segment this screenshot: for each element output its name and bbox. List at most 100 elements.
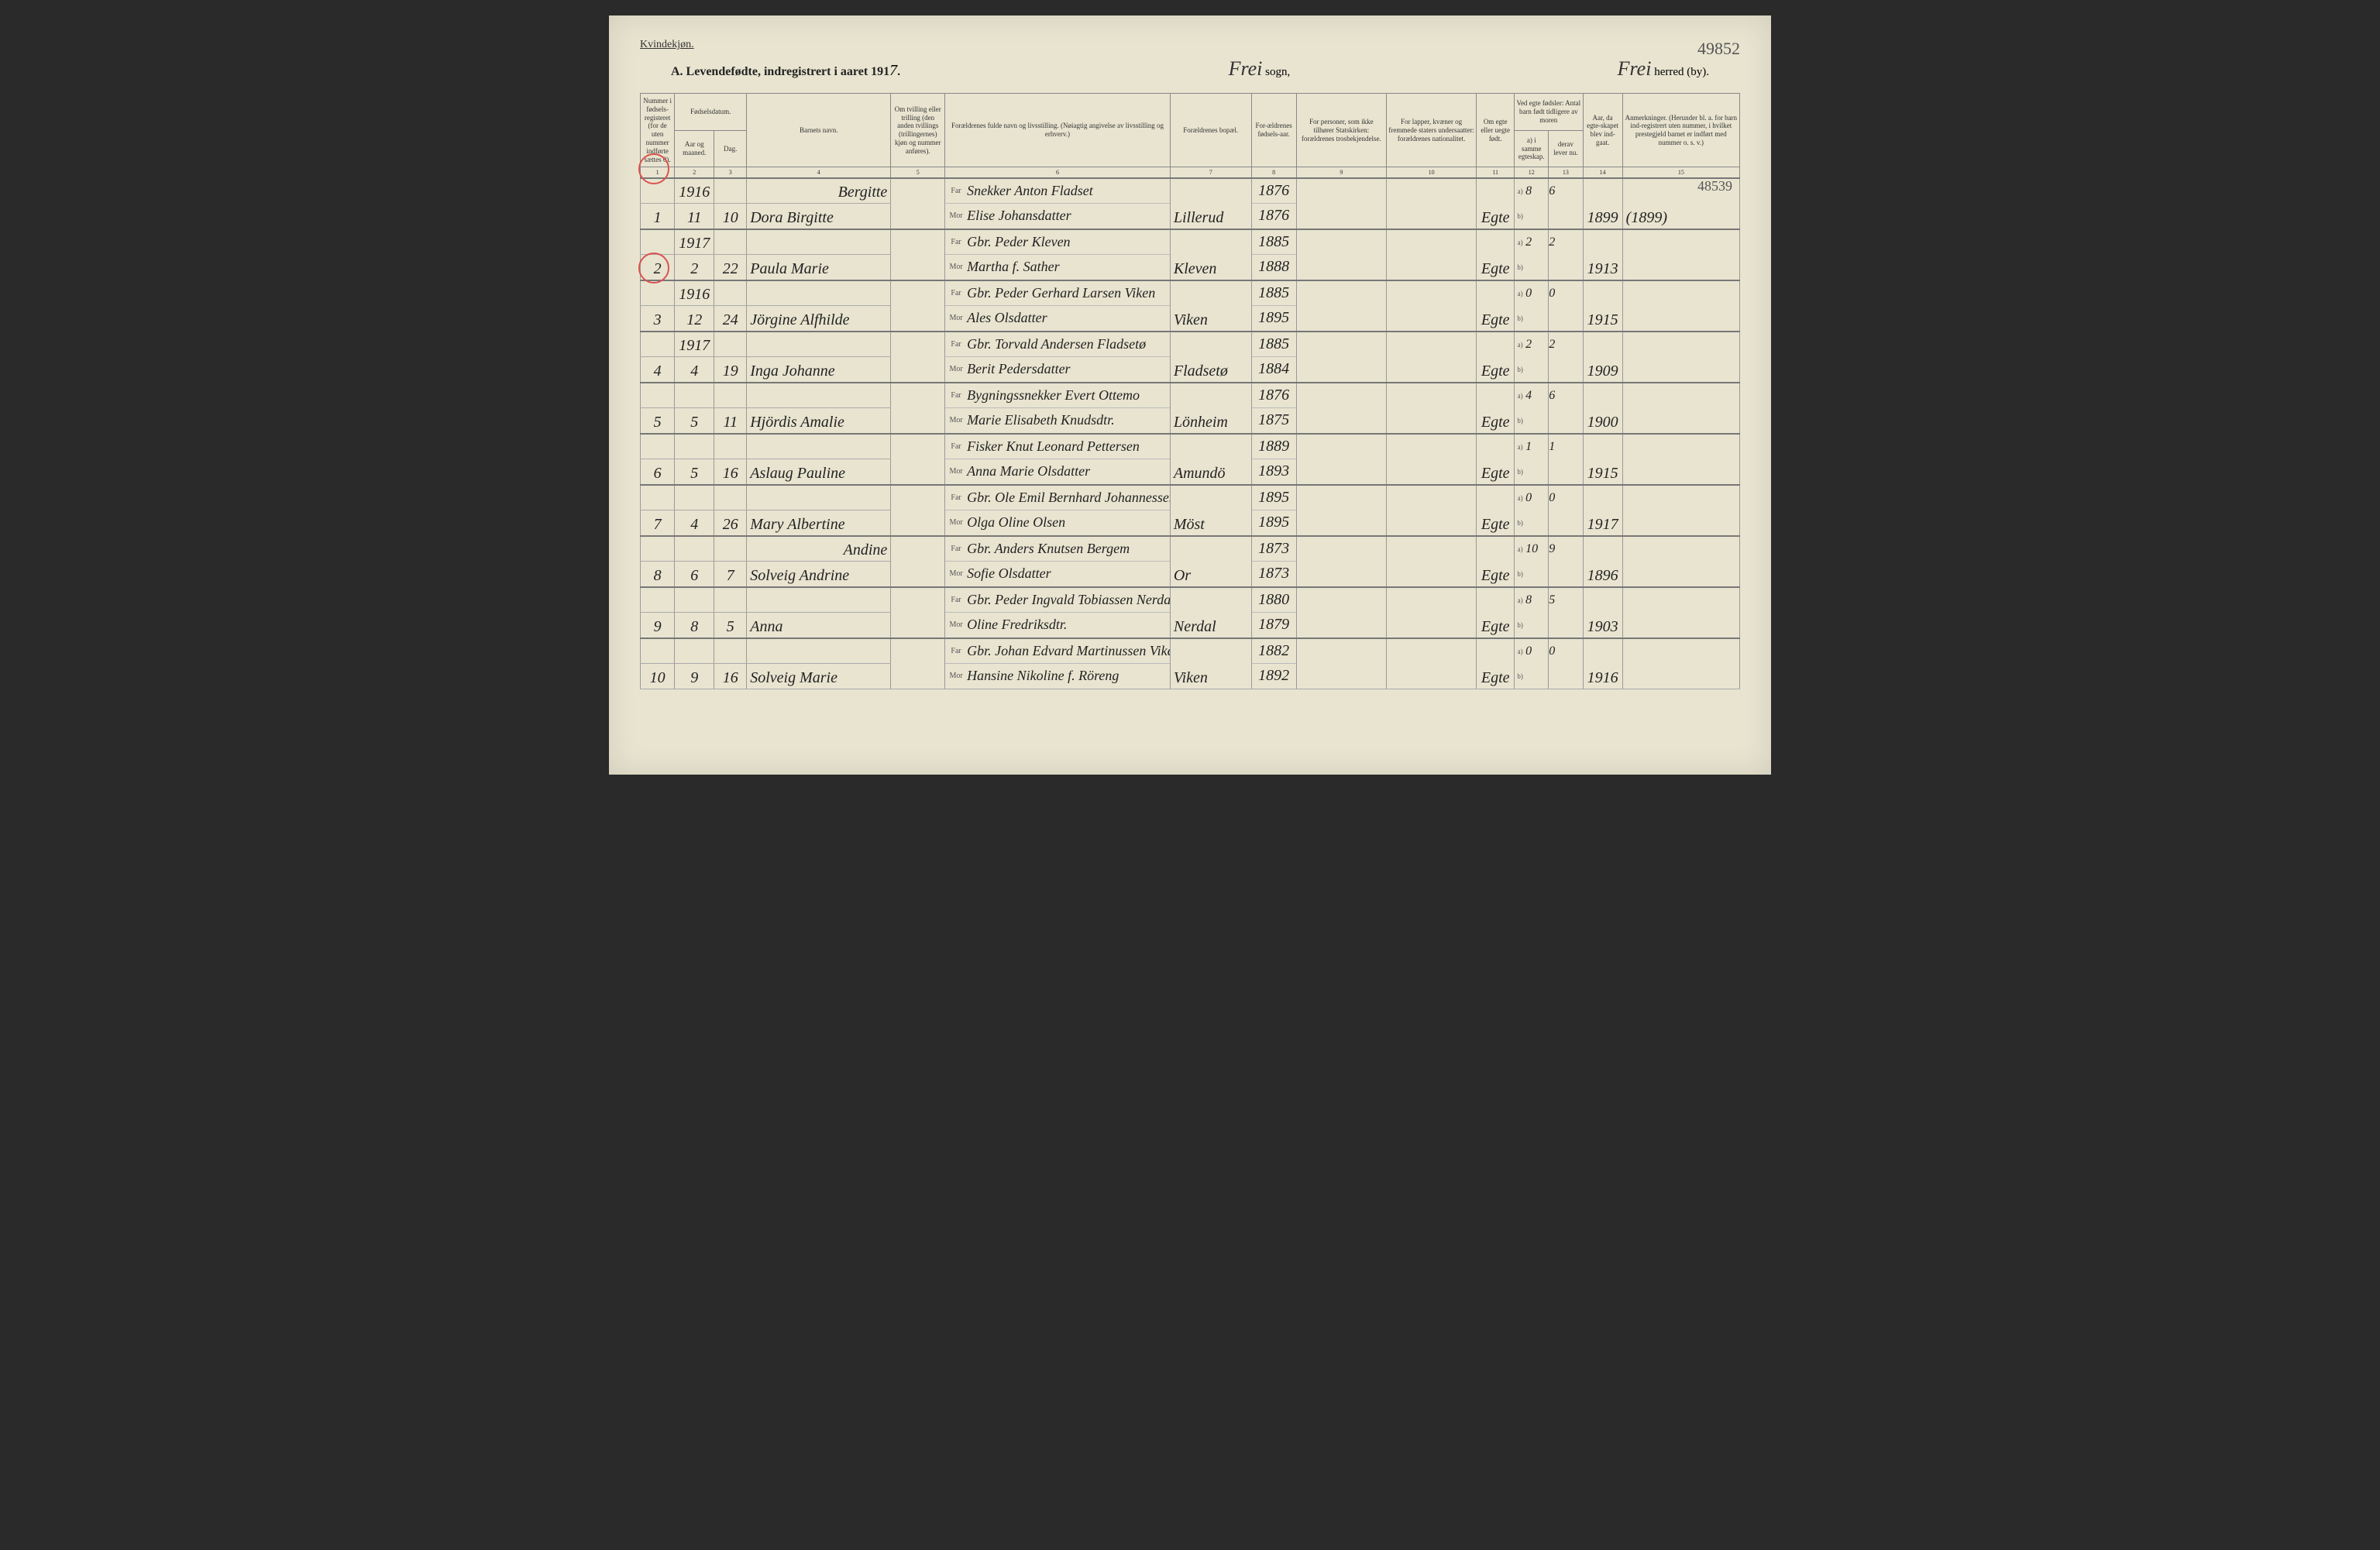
cell-married: 1909 (1583, 332, 1622, 383)
cell-twin (891, 485, 945, 536)
cell-remark (1622, 280, 1739, 332)
na: 0 (1525, 644, 1532, 658)
far-label: Far (945, 493, 967, 502)
cell-birth-years: 1885 1895 (1251, 280, 1296, 332)
nl: 5 (1549, 593, 1555, 607)
cell-twin (891, 229, 945, 280)
cell-twin (891, 587, 945, 638)
cell-day-blank (714, 383, 747, 408)
cell-remark (1622, 536, 1739, 587)
col-7: Forældrenes bopæl. (1170, 94, 1251, 167)
mor-text: Martha f. Sather (967, 259, 1170, 275)
table-body: 1916 Bergitte FarSnekker Anton Fladset M… (641, 178, 1740, 689)
colnum: 2 (675, 167, 714, 178)
cell-day: 19 (714, 357, 747, 383)
cell-count-live: 2 (1549, 229, 1583, 280)
cell-married: 1915 (1583, 280, 1622, 332)
cell-egte: Egte (1477, 485, 1515, 536)
ledger-table: Nummer i fødsels-registeret (for de uten… (640, 93, 1740, 689)
cell-name-top: Andine (747, 536, 891, 562)
table-head: Nummer i fødsels-registeret (for de uten… (641, 94, 1740, 178)
colnum: 3 (714, 167, 747, 178)
mor-year: 1873 (1252, 562, 1296, 586)
cell-parents: FarGbr. Peder Gerhard Larsen Viken MorAl… (945, 280, 1171, 332)
nl: 6 (1549, 184, 1555, 198)
col-15: Anmerkninger. (Herunder bl. a. for barn … (1622, 94, 1739, 167)
cell-year (675, 587, 714, 613)
colnum: 10 (1386, 167, 1476, 178)
nl: 9 (1549, 542, 1555, 556)
cell-9 (1296, 485, 1386, 536)
cell-month: 4 (675, 510, 714, 536)
col-11: Om egte eller uegte født. (1477, 94, 1515, 167)
cell-num: 6 (641, 459, 675, 485)
cell-parents: FarGbr. Johan Edvard Martinussen Viken M… (945, 638, 1171, 689)
cell-count-live: 9 (1549, 536, 1583, 587)
cell-day: 10 (714, 204, 747, 229)
mor-label: Mor (945, 569, 967, 578)
far-text: Gbr. Peder Gerhard Larsen Viken (967, 285, 1170, 301)
colnum: 12 (1515, 167, 1549, 178)
cell-9 (1296, 434, 1386, 485)
cell-9 (1296, 178, 1386, 229)
mor-label: Mor (945, 416, 967, 424)
far-text: Gbr. Peder Ingvald Tobiassen Nerdal (967, 592, 1170, 608)
far-label: Far (945, 391, 967, 400)
cell-bopael: Möst (1170, 485, 1251, 536)
cell-count-live: 0 (1549, 638, 1583, 689)
na: 0 (1525, 491, 1532, 505)
cell-month: 8 (675, 613, 714, 638)
cell-count-live: 5 (1549, 587, 1583, 638)
side-number: 48539 (1697, 178, 1732, 194)
col-12: Ved egte fødsler: Antal barn født tidlig… (1515, 94, 1583, 131)
col-2a: Aar og maaned. (675, 130, 714, 167)
cell-name-top (747, 280, 891, 306)
cell-num-blank (641, 229, 675, 255)
cell-remark (1622, 229, 1739, 280)
entry-row-top: 1916 FarGbr. Peder Gerhard Larsen Viken … (641, 280, 1740, 306)
cell-remark (1622, 587, 1739, 638)
far-text: Snekker Anton Fladset (967, 183, 1170, 199)
cell-egte: Egte (1477, 280, 1515, 332)
cell-9 (1296, 536, 1386, 587)
far-label: Far (945, 596, 967, 604)
mor-year: 1895 (1252, 306, 1296, 331)
cell-num-blank (641, 383, 675, 408)
far-label: Far (945, 238, 967, 246)
cell-num: 8 (641, 562, 675, 587)
cell-birth-years: 1885 1888 (1251, 229, 1296, 280)
cell-year (675, 638, 714, 664)
cell-birth-years: 1873 1873 (1251, 536, 1296, 587)
cell-count-a: a)0 b) (1515, 638, 1549, 689)
cell-10 (1386, 536, 1476, 587)
cell-remark (1622, 383, 1739, 434)
cell-count-live: 1 (1549, 434, 1583, 485)
cell-num: 3 (641, 306, 675, 332)
cell-10 (1386, 178, 1476, 229)
mor-year: 1892 (1252, 664, 1296, 689)
cell-twin (891, 280, 945, 332)
colnum: 8 (1251, 167, 1296, 178)
colnum: 7 (1170, 167, 1251, 178)
cell-num-blank (641, 485, 675, 510)
cell-day-blank (714, 485, 747, 510)
cell-twin (891, 178, 945, 229)
cell-name-top (747, 383, 891, 408)
na: 8 (1525, 593, 1532, 607)
col-10: For lapper, kvæner og fremmede staters u… (1386, 94, 1476, 167)
far-text: Gbr. Torvald Andersen Fladsetø (967, 336, 1170, 352)
cell-num: 9 (641, 613, 675, 638)
cell-num: 5 (641, 408, 675, 434)
far-label: Far (945, 647, 967, 655)
col-9: For personer, som ikke tilhører Statskir… (1296, 94, 1386, 167)
entry-row-top: FarFisker Knut Leonard Pettersen MorAnna… (641, 434, 1740, 459)
far-label: Far (945, 340, 967, 349)
col-12a: a) i samme egteskap. (1515, 130, 1549, 167)
far-label: Far (945, 442, 967, 451)
cell-10 (1386, 434, 1476, 485)
mor-text: Marie Elisabeth Knudsdtr. (967, 412, 1170, 428)
cell-day: 11 (714, 408, 747, 434)
cell-parents: FarGbr. Peder Ingvald Tobiassen Nerdal M… (945, 587, 1171, 638)
far-year: 1885 (1252, 230, 1296, 255)
cell-egte: Egte (1477, 587, 1515, 638)
